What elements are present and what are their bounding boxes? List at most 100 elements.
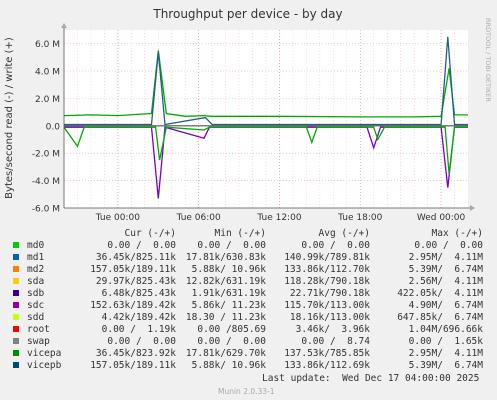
legend-avg: 0.00 / 0.00 xyxy=(301,240,370,251)
legend-avg: 22.71k/790.18k xyxy=(289,288,370,299)
legend-cur: 157.05k/189.11k xyxy=(90,264,176,275)
throughput-chart: Throughput per device - by day Bytes/sec… xyxy=(4,7,492,223)
x-tick-label: Wed 00:00 xyxy=(417,213,466,223)
legend-min: 18.30 / 11.23k xyxy=(185,312,266,323)
legend-swatch xyxy=(13,326,19,332)
y-tick-label: 4.0 M xyxy=(35,68,60,78)
y-tick-label: 6.0 M xyxy=(35,40,60,50)
legend-device-name: md2 xyxy=(27,264,45,275)
legend-device-name: vicepb xyxy=(27,360,62,371)
legend-swatch xyxy=(13,302,19,308)
legend-avg: 137.53k/785.85k xyxy=(284,348,370,359)
legend-row: md0 0.00 / 0.00 0.00 / 0.00 0.00 / 0.00 0.00… xyxy=(0,240,497,252)
legend-min: 0.00 /805.69 xyxy=(197,324,266,335)
legend-cur: 4.42k/189.42k xyxy=(101,312,176,323)
series-line xyxy=(63,50,468,118)
legend-min: 0.00 / 0.00 xyxy=(197,240,266,251)
plot-area xyxy=(64,30,468,208)
x-axis-arrow xyxy=(470,205,475,211)
legend-avg: 0.00 / 8.74 xyxy=(301,336,370,347)
y-axis-label: Bytes/second read (-) / write (+) xyxy=(4,37,15,199)
legend-device-name: sdd xyxy=(27,312,45,323)
legend-min: 17.81k/630.83k xyxy=(185,252,266,263)
legend-device-name: sdb xyxy=(27,288,45,299)
legend-device-name: swap xyxy=(27,336,50,347)
legend-row: root 0.00 / 1.19k 0.00 /805.69 3.46k/ 3.96k… xyxy=(0,324,497,336)
legend-row: sdd 4.42k/189.42k 18.30 / 11.23k 18.16k/113… xyxy=(0,312,497,324)
legend-cur: 6.48k/825.43k xyxy=(101,288,176,299)
x-tick-label: Tue 12:00 xyxy=(256,213,301,223)
legend-min: 1.91k/631.19k xyxy=(191,288,266,299)
legend-swatch xyxy=(13,278,19,284)
chart-title: Throughput per device - by day xyxy=(152,7,342,21)
legend-max: 2.95M/ 4.11M xyxy=(408,348,483,359)
legend-cur: 36.45k/823.92k xyxy=(95,348,176,359)
y-tick-label: -4.0 M xyxy=(32,177,60,187)
series-line xyxy=(64,36,468,126)
legend-row: vicepa 36.45k/823.92k 17.81k/629.70k 137.53… xyxy=(0,348,497,360)
legend-max: 2.56M/ 4.11M xyxy=(408,276,483,287)
legend-header-cur: Cur (-/+) xyxy=(124,228,176,239)
legend-avg: 133.86k/112.70k xyxy=(284,264,370,275)
legend-avg: 18.16k/113.00k xyxy=(289,312,370,323)
legend-header-max: Max (-/+) xyxy=(431,228,483,239)
legend-max: 1.04M/696.66k xyxy=(408,324,483,335)
legend-min: 12.82k/631.19k xyxy=(185,276,266,287)
series-line xyxy=(63,126,468,174)
legend-device-name: sdc xyxy=(27,300,45,311)
legend-cur: 0.00 / 1.19k xyxy=(101,324,176,335)
x-tick-label: Tue 06:00 xyxy=(176,213,221,223)
legend-swatch xyxy=(13,350,19,356)
legend-cur: 152.63k/189.42k xyxy=(90,300,176,311)
legend-cur: 36.45k/825.11k xyxy=(95,252,176,263)
legend-device-name: root xyxy=(27,324,50,335)
legend-device-name: md1 xyxy=(27,252,45,263)
legend-cur: 29.97k/825.43k xyxy=(95,276,176,287)
legend-row: sda 29.97k/825.43k 12.82k/631.19k 118.28k/7… xyxy=(0,276,497,288)
legend-swatch xyxy=(13,242,19,248)
legend-header-min: Min (-/+) xyxy=(214,228,266,239)
legend-row: sdc 152.63k/189.42k 5.86k/ 11.23k 115.70k/1… xyxy=(0,300,497,312)
y-axis-arrow xyxy=(61,23,67,28)
legend-avg: 118.28k/790.18k xyxy=(284,276,370,287)
legend-max: 422.05k/ 4.11M xyxy=(397,288,483,299)
legend-swatch xyxy=(13,362,19,368)
legend-min: 17.81k/629.70k xyxy=(185,348,266,359)
legend-max: 0.00 / 0.00 xyxy=(414,240,483,251)
legend-min: 5.86k/ 11.23k xyxy=(191,300,266,311)
munin-version: Munin 2.0.33-1 xyxy=(218,387,275,396)
legend-row: md2 157.05k/189.11k 5.88k/ 10.96k 133.86k/1… xyxy=(0,264,497,276)
legend-max: 0.00 / 1.65k xyxy=(408,336,483,347)
legend-max: 5.39M/ 6.74M xyxy=(408,264,483,275)
legend-swatch xyxy=(13,314,19,320)
legend-min: 0.00 / 0.00 xyxy=(197,336,266,347)
legend-device-name: sda xyxy=(27,276,45,287)
legend-cur: 0.00 / 0.00 xyxy=(107,336,176,347)
legend-avg: 3.46k/ 3.96k xyxy=(295,324,370,335)
legend-row: vicepb 157.05k/189.11k 5.88k/ 10.96k 133.86… xyxy=(0,360,497,372)
legend-header-avg: Avg (-/+) xyxy=(318,228,370,239)
legend-device-name: vicepa xyxy=(27,348,62,359)
legend-avg: 115.70k/113.00k xyxy=(284,300,370,311)
legend-min: 5.88k/ 10.96k xyxy=(191,360,266,371)
legend-cur: 0.00 / 0.00 xyxy=(107,240,176,251)
legend-row: md1 36.45k/825.11k 17.81k/630.83k 140.99k/7… xyxy=(0,252,497,264)
legend-max: 5.39M/ 6.74M xyxy=(408,360,483,371)
legend-avg: 140.99k/789.81k xyxy=(284,252,370,263)
legend-swatch xyxy=(13,338,19,344)
last-update: Last update: Wed Dec 17 04:00:00 2025 xyxy=(262,373,480,384)
legend-row: sdb 6.48k/825.43k 1.91k/631.19k 22.71k/790.… xyxy=(0,288,497,300)
legend-swatch xyxy=(13,290,19,296)
legend-max: 2.95M/ 4.11M xyxy=(408,252,483,263)
legend-min: 5.88k/ 10.96k xyxy=(191,264,266,275)
y-tick-label: 0.0 xyxy=(46,122,61,132)
legend-max: 4.90M/ 6.74M xyxy=(408,300,483,311)
legend-row: swap 0.00 / 0.00 0.00 / 0.00 0.00 / 8.74 0.0… xyxy=(0,336,497,348)
legend-cur: 157.05k/189.11k xyxy=(90,360,176,371)
rrdtool-watermark: RRDTOOL / TOBI OETIKER xyxy=(484,18,492,102)
legend-swatch xyxy=(13,254,19,260)
x-tick-label: Tue 00:00 xyxy=(95,213,140,223)
legend-avg: 133.86k/112.69k xyxy=(284,360,370,371)
legend-swatch xyxy=(13,266,19,272)
y-tick-label: -6.0 M xyxy=(32,205,60,215)
